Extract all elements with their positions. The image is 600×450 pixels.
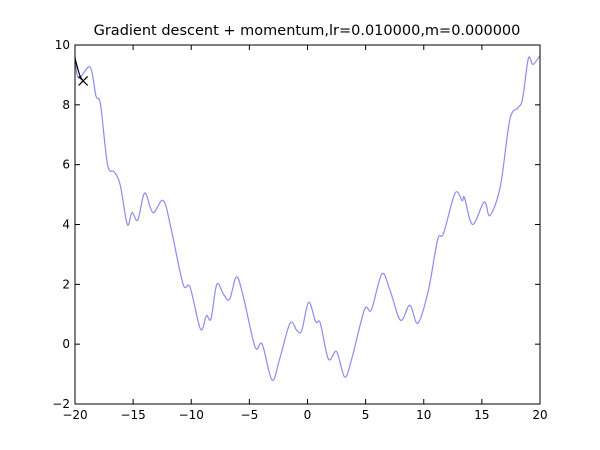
x-tick-label: 5 [362, 408, 370, 422]
end-marker [78, 75, 89, 86]
y-tick-label: 10 [55, 38, 70, 52]
y-tick-label: 0 [62, 337, 70, 351]
x-tick-label: −5 [241, 408, 259, 422]
chart-title: Gradient descent + momentum,lr=0.010000,… [94, 23, 521, 39]
y-tick-label: 2 [62, 277, 70, 291]
y-tick-label: −2 [52, 397, 70, 411]
x-tick-label: 10 [416, 408, 431, 422]
x-tick-label: 0 [304, 408, 312, 422]
y-tick-label: 8 [62, 98, 70, 112]
x-tick-label: −20 [62, 408, 87, 422]
x-tick-label: 20 [532, 408, 547, 422]
x-tick-label: −10 [179, 408, 204, 422]
plot-frame [74, 44, 541, 405]
y-tick-label: 4 [62, 218, 70, 232]
y-tick-label: 6 [62, 158, 70, 172]
x-tick-label: 15 [474, 408, 489, 422]
x-tick-label: −15 [120, 408, 145, 422]
line-series [75, 55, 540, 381]
